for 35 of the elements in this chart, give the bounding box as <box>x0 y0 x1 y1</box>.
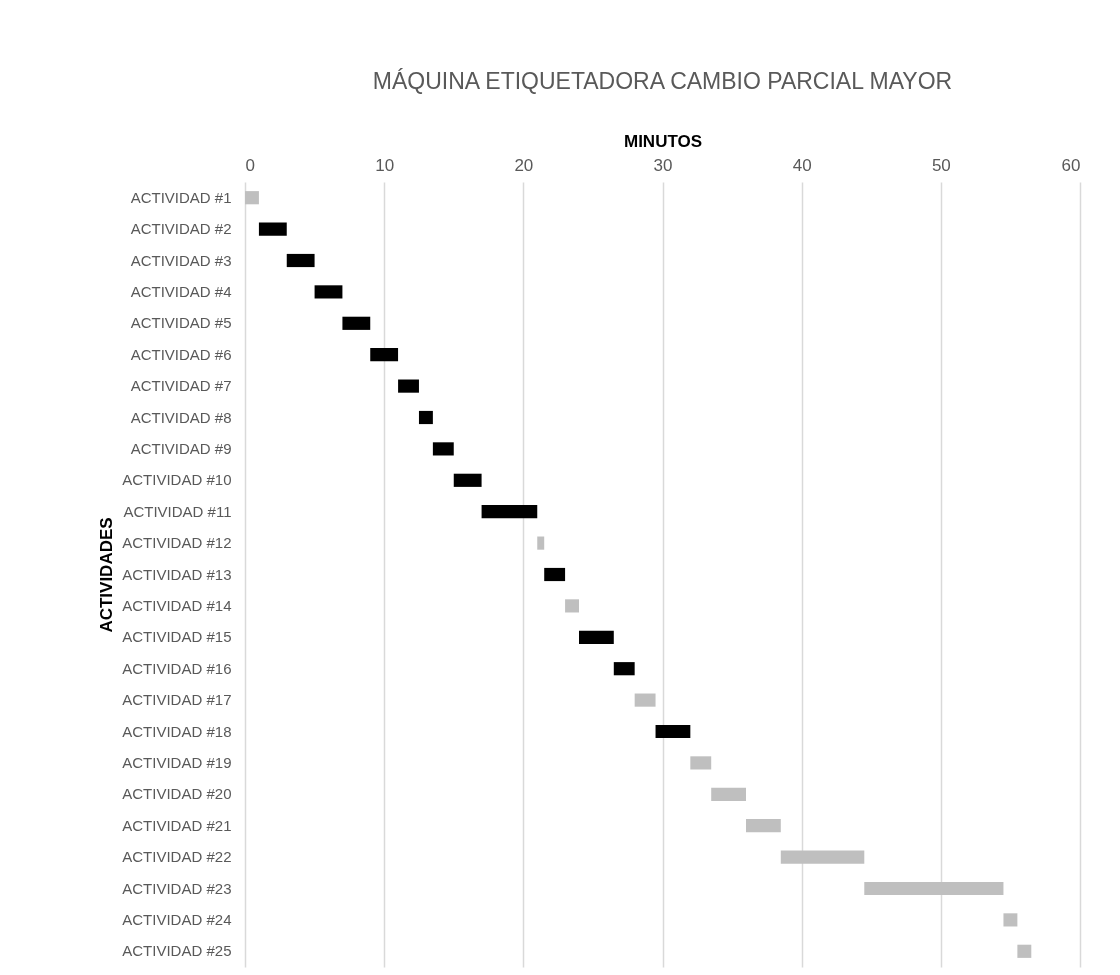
chart-title: MÁQUINA ETIQUETADORA CAMBIO PARCIAL MAYOR <box>372 68 953 94</box>
y-axis-title: ACTIVIDADES <box>97 517 117 633</box>
y-tick-label: ACTIVIDAD #9 <box>130 439 232 457</box>
y-tick-label: ACTIVIDAD #13 <box>122 565 232 583</box>
y-tick-label: ACTIVIDAD #23 <box>122 879 232 897</box>
y-tick-label: ACTIVIDAD #17 <box>122 691 232 709</box>
y-tick-label: ACTIVIDAD #19 <box>122 753 232 771</box>
y-tick-label: ACTIVIDAD #25 <box>122 942 232 960</box>
y-tick-label: ACTIVIDAD #18 <box>122 722 232 740</box>
x-tick-label: 60 <box>1061 155 1081 175</box>
y-tick-label: ACTIVIDAD #5 <box>130 314 232 332</box>
y-tick-label: ACTIVIDAD #4 <box>130 282 232 300</box>
x-tick-label: 20 <box>514 155 534 175</box>
x-tick-label: 0 <box>245 155 255 175</box>
x-axis-title: MINUTOS <box>623 131 703 151</box>
x-tick-label: 10 <box>375 155 395 175</box>
y-tick-label: ACTIVIDAD #6 <box>130 345 232 363</box>
y-tick-label: ACTIVIDAD #12 <box>122 534 232 552</box>
y-tick-label: ACTIVIDAD #2 <box>130 220 232 238</box>
y-tick-label: ACTIVIDAD #3 <box>130 251 232 269</box>
y-tick-label: ACTIVIDAD #7 <box>130 377 232 395</box>
y-tick-label: ACTIVIDAD #10 <box>122 471 232 489</box>
y-tick-label: ACTIVIDAD #16 <box>122 659 232 677</box>
y-tick-label: ACTIVIDAD #20 <box>122 785 232 803</box>
x-tick-label: 50 <box>931 155 951 175</box>
y-tick-label: ACTIVIDAD #21 <box>122 816 232 834</box>
y-tick-label: ACTIVIDAD #1 <box>130 188 232 206</box>
y-tick-label: ACTIVIDAD #24 <box>122 910 232 928</box>
y-tick-label: ACTIVIDAD #8 <box>130 408 232 426</box>
x-tick-label: 40 <box>792 155 812 175</box>
x-tick-label: 30 <box>653 155 673 175</box>
y-tick-label: ACTIVIDAD #14 <box>122 596 232 614</box>
y-tick-label: ACTIVIDAD #15 <box>122 628 232 646</box>
y-tick-label: ACTIVIDAD #11 <box>123 502 232 520</box>
y-tick-label: ACTIVIDAD #22 <box>122 848 232 866</box>
